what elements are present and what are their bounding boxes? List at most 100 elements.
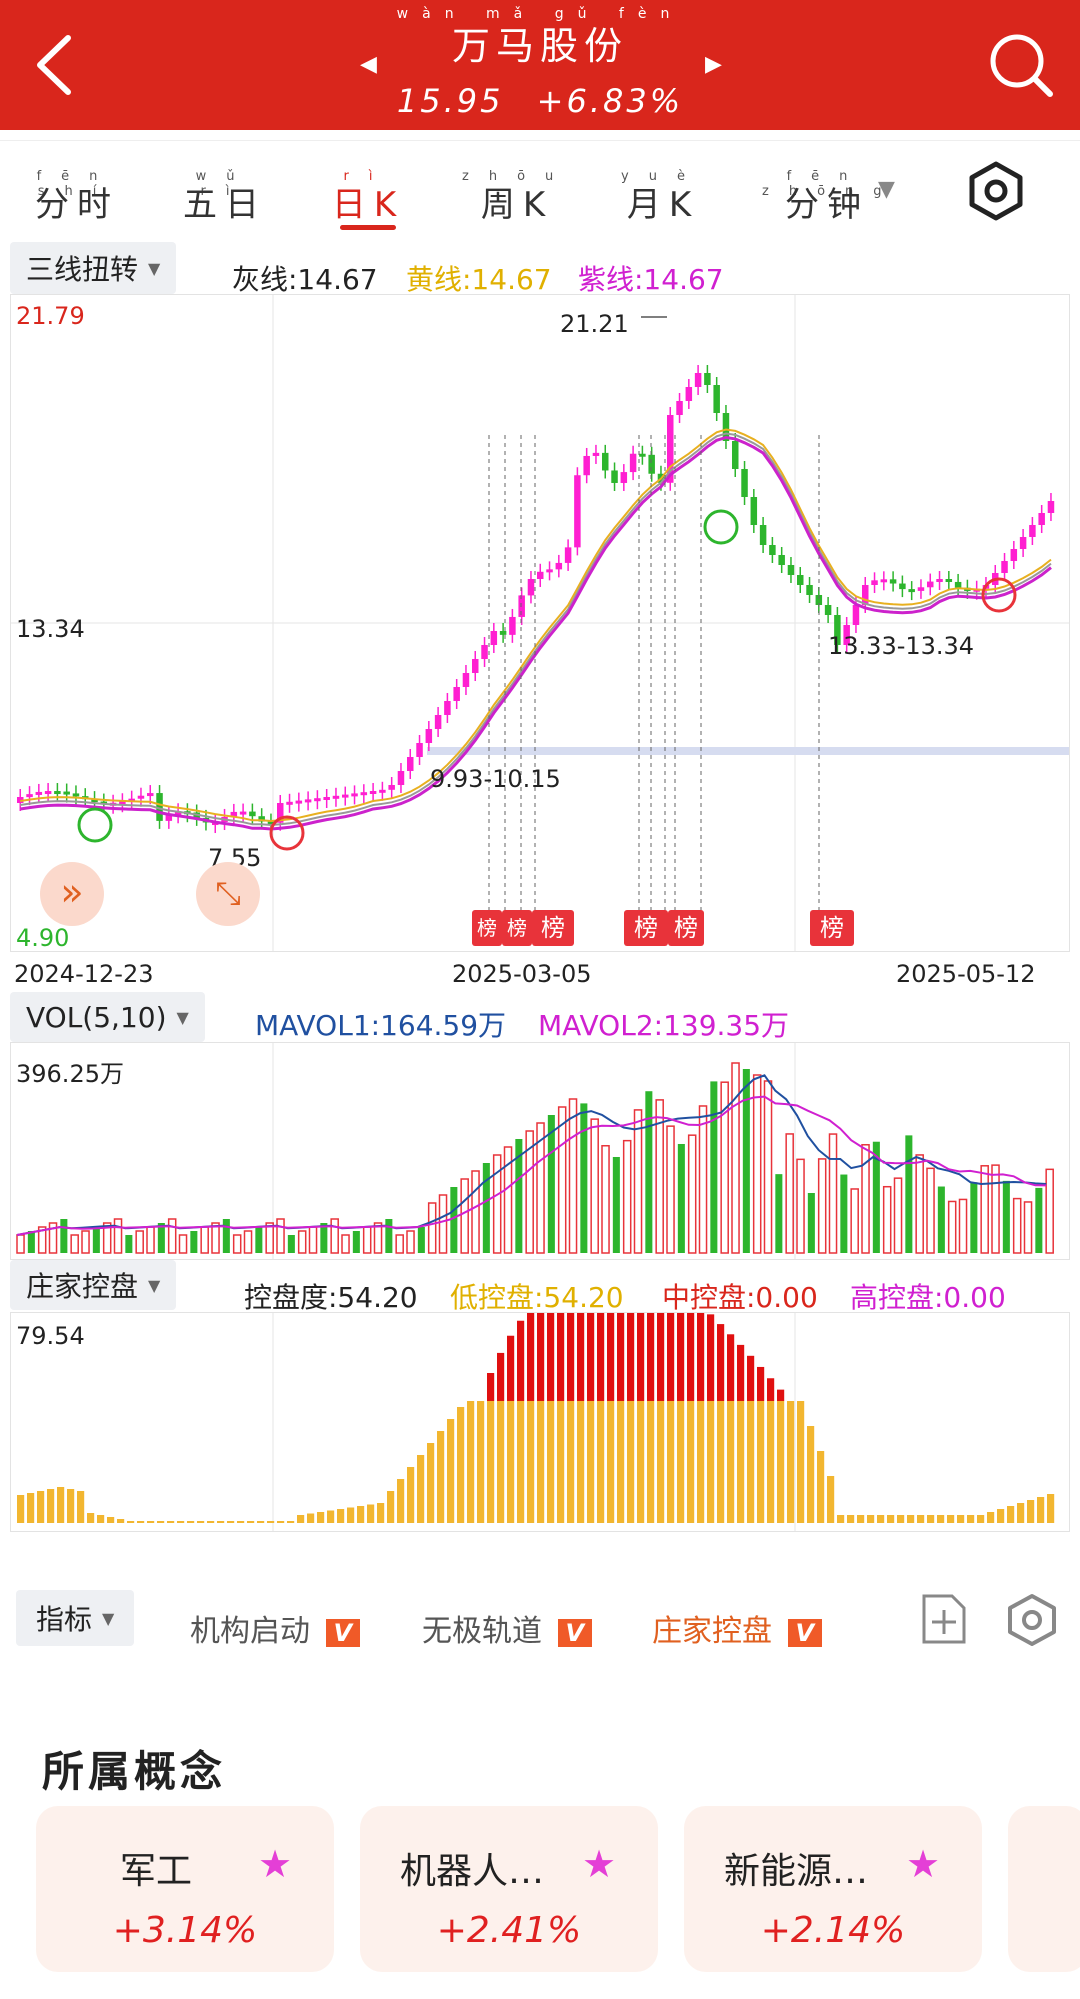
star-icon[interactable]: ★ bbox=[258, 1842, 293, 1886]
star-icon[interactable]: ★ bbox=[582, 1842, 617, 1886]
indicator-select[interactable]: 指标 ▼ bbox=[16, 1590, 135, 1646]
low-control-bar bbox=[127, 1521, 135, 1523]
mid-control-bar bbox=[547, 1313, 555, 1401]
low-control-bar bbox=[307, 1513, 315, 1523]
indicator-settings-icon[interactable] bbox=[1004, 1592, 1060, 1648]
rank-badge[interactable]: 榜 bbox=[668, 910, 704, 946]
indicator-chip[interactable]: 无极轨道 V bbox=[422, 1606, 593, 1650]
candle-body bbox=[174, 811, 182, 816]
control-indicator-select[interactable]: 庄家控盘 ▼ bbox=[10, 1260, 177, 1310]
tab-pinyin: zhōu bbox=[462, 169, 574, 184]
control-degree-value: 控盘度:54.20 bbox=[244, 1281, 418, 1314]
candle-body bbox=[694, 373, 702, 387]
tab-daily-k[interactable]: rì 日K bbox=[318, 141, 418, 231]
tab-minute[interactable]: fēn zhōng 分钟 bbox=[762, 141, 892, 231]
tab-five-day[interactable]: wǔ rì 五日 bbox=[170, 141, 280, 231]
indicator-select-label: 指标 bbox=[36, 1603, 93, 1636]
purple-line-value: 紫线:14.67 bbox=[578, 263, 724, 296]
tab-pinyin: wǔ rì bbox=[195, 169, 255, 199]
volume-bar bbox=[666, 1125, 675, 1254]
candle-body bbox=[314, 798, 321, 802]
main-indicator-select[interactable]: 三线扭转 ▼ bbox=[10, 242, 177, 294]
volume-bar bbox=[796, 1158, 805, 1254]
kline-chart[interactable] bbox=[10, 294, 1070, 952]
low-control-bar bbox=[927, 1515, 935, 1523]
tab-intraday[interactable]: fēn shí 分时 bbox=[22, 141, 132, 231]
kline-y-mid: 13.34 bbox=[16, 615, 85, 643]
volume-indicator-select[interactable]: VOL(5,10) ▼ bbox=[10, 992, 205, 1042]
rank-badge[interactable]: 榜 bbox=[532, 910, 574, 946]
mid-control-bar bbox=[727, 1334, 735, 1401]
fullscreen-button[interactable]: ⤡ bbox=[196, 862, 260, 926]
change-percent: +6.83% bbox=[536, 82, 684, 120]
tab-weekly-k[interactable]: zhōu 周K bbox=[462, 141, 572, 231]
candle-body bbox=[917, 587, 925, 591]
candle-body bbox=[416, 743, 423, 757]
expand-left-button[interactable]: » bbox=[40, 862, 104, 926]
chevron-down-icon: ▼ bbox=[176, 1007, 189, 1027]
v-badge: V bbox=[787, 1619, 823, 1647]
candle-body bbox=[722, 413, 730, 441]
minute-dropdown-icon[interactable]: ▼ bbox=[878, 177, 895, 202]
candle-body bbox=[267, 821, 275, 825]
volume-bar bbox=[601, 1145, 610, 1254]
low-control-bar bbox=[717, 1401, 725, 1523]
low-control-bar bbox=[497, 1401, 505, 1523]
low-control-bar bbox=[997, 1509, 1005, 1523]
rank-badge[interactable]: 榜 bbox=[472, 910, 502, 946]
low-control-bar bbox=[957, 1515, 965, 1523]
prev-stock-icon[interactable]: ◀ bbox=[360, 52, 377, 77]
support-band-label: 9.93-10.15 bbox=[430, 765, 561, 793]
low-control-bar bbox=[1007, 1506, 1015, 1523]
volume-bar bbox=[492, 1154, 502, 1254]
tab-pinyin: fēn shí bbox=[36, 169, 118, 199]
low-control-bar bbox=[877, 1515, 885, 1523]
low-control-bar bbox=[17, 1495, 25, 1523]
volume-bar bbox=[135, 1230, 144, 1254]
concept-card[interactable]: 军工 ★ +3.14% bbox=[36, 1806, 334, 1972]
v-badge: V bbox=[557, 1619, 593, 1647]
low-control-bar bbox=[327, 1510, 335, 1523]
concept-card[interactable]: 新能源… ★ +2.14% bbox=[684, 1806, 982, 1972]
low-control-bar bbox=[217, 1521, 225, 1523]
volume-bar bbox=[742, 1069, 750, 1253]
low-control-bar bbox=[947, 1515, 955, 1523]
tab-label: 分时 bbox=[35, 185, 119, 225]
star-icon[interactable]: ★ bbox=[906, 1842, 941, 1886]
candle-body bbox=[137, 795, 145, 799]
indicator-chip[interactable]: 机构启动 V bbox=[190, 1606, 361, 1650]
low-control-bar bbox=[697, 1401, 705, 1523]
low-control-bar bbox=[1027, 1500, 1035, 1523]
sell-signal-icon bbox=[703, 509, 739, 545]
search-icon[interactable] bbox=[988, 32, 1054, 98]
rank-badge[interactable]: 榜 bbox=[624, 910, 668, 946]
low-control-bar bbox=[917, 1515, 925, 1523]
concept-card-partial[interactable] bbox=[1008, 1806, 1080, 1972]
rank-badge[interactable]: 榜 bbox=[810, 910, 854, 946]
back-arrow-icon[interactable] bbox=[28, 30, 88, 100]
volume-bar bbox=[1012, 1197, 1022, 1254]
low-control-bar bbox=[937, 1515, 945, 1523]
volume-chart[interactable] bbox=[10, 1042, 1070, 1260]
add-indicator-icon[interactable] bbox=[918, 1592, 968, 1646]
settings-hexagon-icon[interactable] bbox=[965, 160, 1027, 222]
candle-body bbox=[629, 453, 637, 473]
candle-body bbox=[741, 469, 748, 497]
volume-bar bbox=[687, 1134, 697, 1254]
volume-bar bbox=[536, 1122, 545, 1254]
tab-monthly-k[interactable]: yuè 月K bbox=[608, 141, 718, 231]
rank-badge[interactable]: 榜 bbox=[502, 910, 532, 946]
indicator-chip-active[interactable]: 庄家控盘 V bbox=[652, 1606, 823, 1650]
control-chart[interactable] bbox=[10, 1312, 1070, 1532]
candle-body bbox=[490, 631, 498, 645]
candle-body bbox=[369, 791, 377, 794]
low-control-bar bbox=[617, 1401, 625, 1523]
volume-bar bbox=[1002, 1180, 1010, 1253]
concept-card[interactable]: 机器人… ★ +2.41% bbox=[360, 1806, 658, 1972]
low-control-bar bbox=[577, 1401, 585, 1523]
low-control-bar bbox=[897, 1515, 905, 1523]
low-control-bar bbox=[397, 1479, 405, 1523]
candle-body bbox=[889, 579, 897, 584]
next-stock-icon[interactable]: ▶ bbox=[705, 52, 722, 77]
low-control-bar bbox=[377, 1503, 385, 1523]
